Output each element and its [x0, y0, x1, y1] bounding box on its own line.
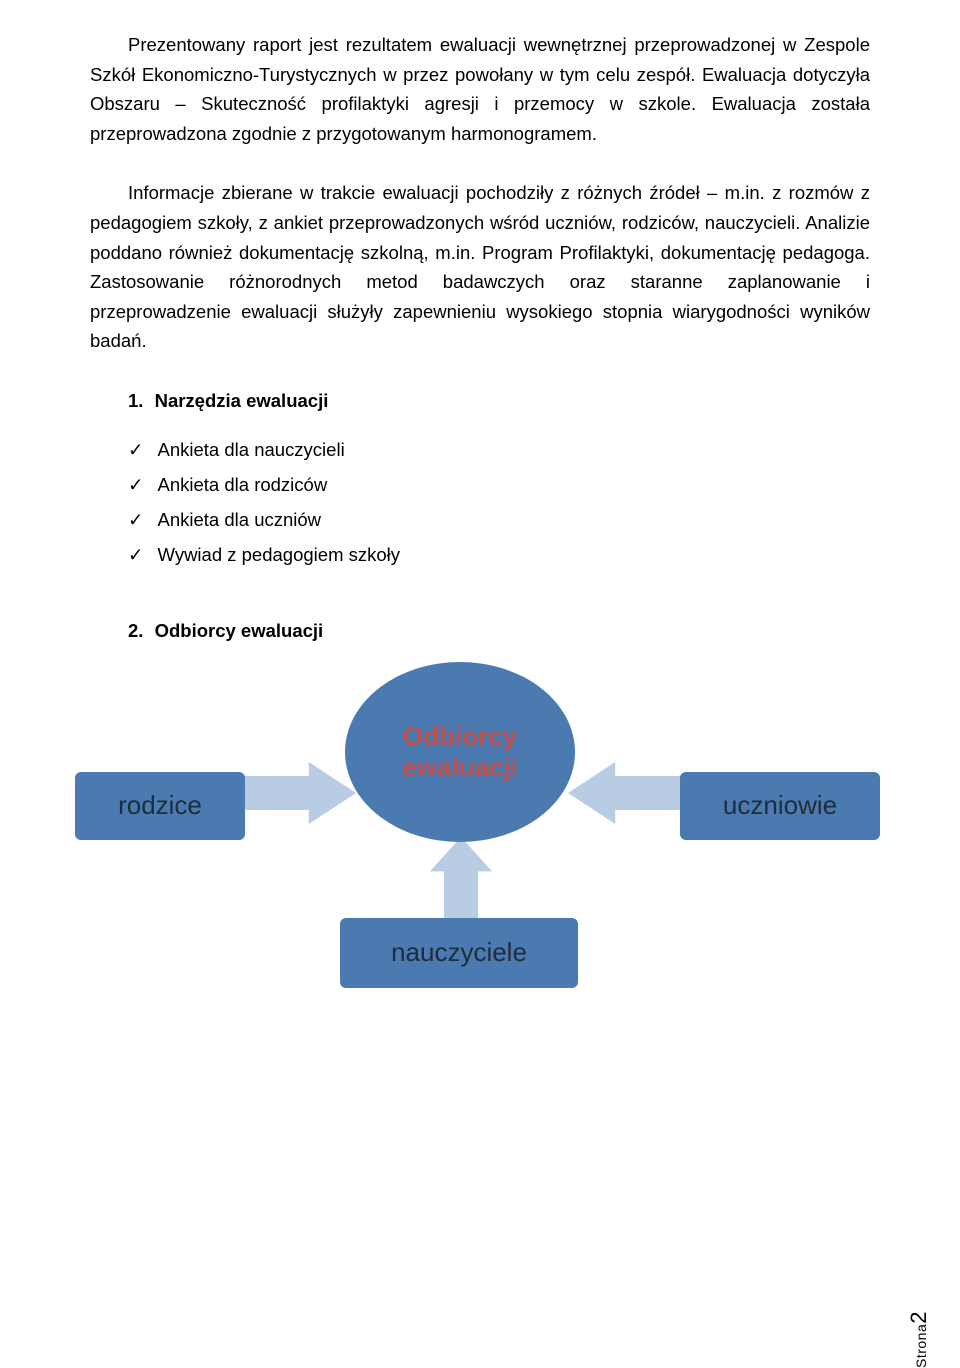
arrow-bottom-poly — [430, 837, 492, 923]
paragraph-2-text: Informacje zbierane w trakcie ewaluacji … — [90, 182, 870, 351]
checklist: Ankieta dla nauczycieli Ankieta dla rodz… — [128, 432, 870, 573]
section-2-num: 2. — [128, 620, 143, 641]
diagram-center: Odbiorcy ewaluacji — [345, 662, 575, 842]
diagram-node-nauczyciele: nauczyciele — [340, 918, 578, 988]
checklist-item: Ankieta dla rodziców — [128, 467, 870, 502]
page-number-prefix: Strona — [913, 1324, 929, 1368]
section-1-title: Narzędzia ewaluacji — [155, 390, 329, 411]
diagram-node-nauczyciele-label: nauczyciele — [391, 937, 527, 968]
diagram-center-line1: Odbiorcy — [402, 721, 518, 752]
arrow-bottom — [430, 837, 492, 923]
paragraph-1: Prezentowany raport jest rezultatem ewal… — [90, 30, 870, 148]
arrow-left — [238, 762, 356, 824]
paragraph-1-text: Prezentowany raport jest rezultatem ewal… — [90, 34, 870, 144]
checklist-item: Ankieta dla uczniów — [128, 502, 870, 537]
diagram-node-uczniowie: uczniowie — [680, 772, 880, 840]
diagram-node-rodzice: rodzice — [75, 772, 245, 840]
section-2-title: Odbiorcy ewaluacji — [155, 620, 324, 641]
page-number-value: 2 — [906, 1311, 931, 1324]
checklist-item: Wywiad z pedagogiem szkoły — [128, 537, 870, 572]
paragraph-2: Informacje zbierane w trakcie ewaluacji … — [90, 178, 870, 356]
page-number: Strona2 — [906, 1311, 932, 1368]
arrow-left-poly — [238, 762, 356, 824]
checklist-item: Ankieta dla nauczycieli — [128, 432, 870, 467]
diagram-center-line2: ewaluacji — [402, 752, 518, 783]
arrow-right — [568, 762, 686, 824]
diagram-node-rodzice-label: rodzice — [118, 790, 202, 821]
arrow-right-poly — [568, 762, 686, 824]
diagram-odbiorcy-ewaluacji: Odbiorcy ewaluacji rodzice uczniowie nau… — [90, 662, 870, 1042]
section-2-heading: 2. Odbiorcy ewaluacji — [128, 616, 870, 646]
section-1-num: 1. — [128, 390, 143, 411]
diagram-node-uczniowie-label: uczniowie — [723, 790, 837, 821]
section-1-heading: 1. Narzędzia ewaluacji — [128, 386, 870, 416]
